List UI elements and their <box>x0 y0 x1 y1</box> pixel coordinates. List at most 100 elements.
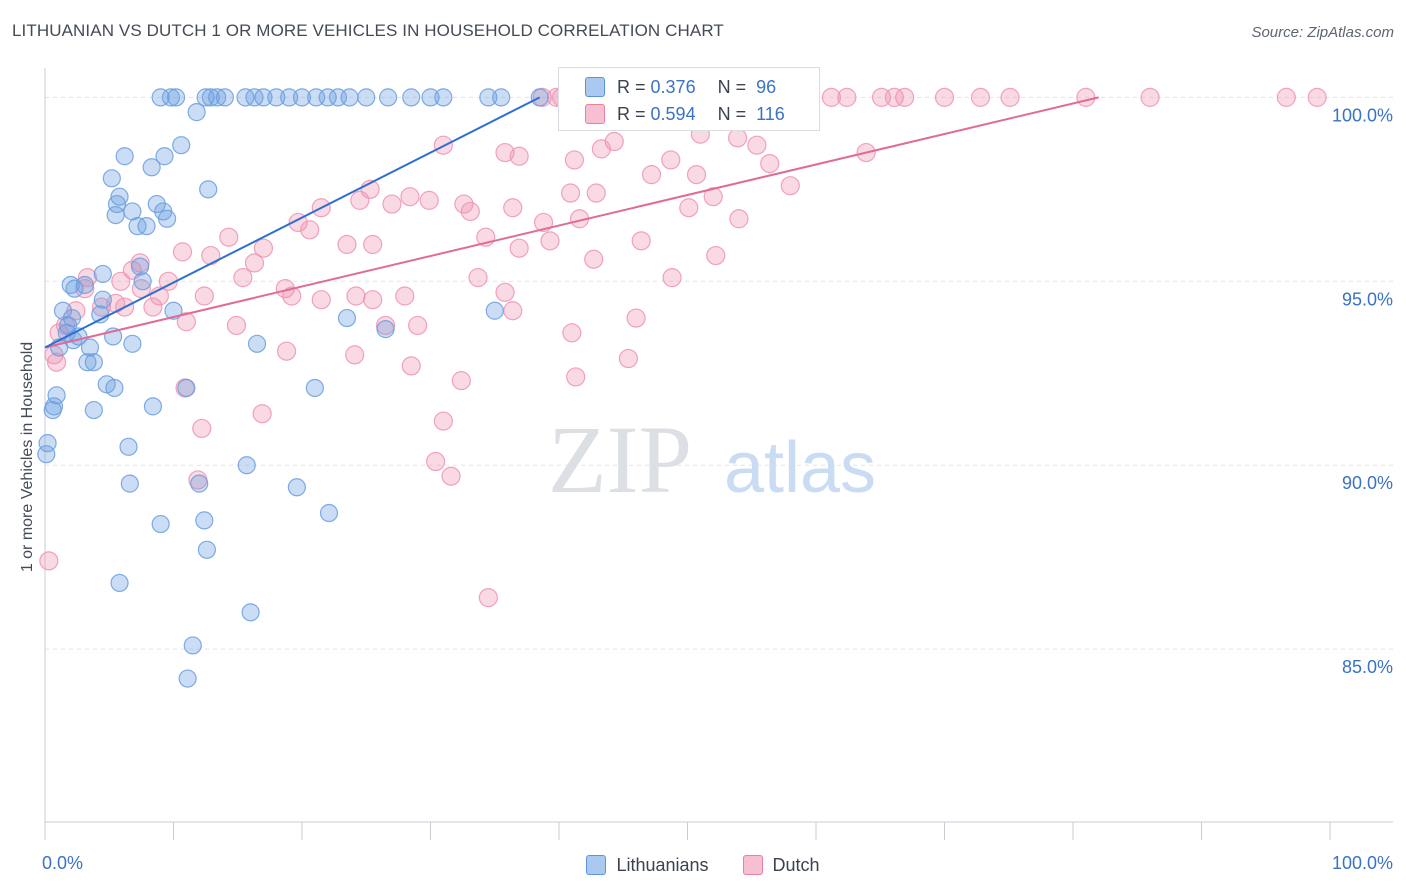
data-point <box>143 397 163 416</box>
data-point <box>208 88 227 107</box>
data-point <box>451 371 471 391</box>
data-point <box>192 418 212 439</box>
data-point <box>244 253 265 273</box>
data-point <box>895 87 915 107</box>
legend-n-label: N = <box>717 103 747 124</box>
data-point <box>454 194 474 214</box>
data-point <box>662 268 682 288</box>
data-point <box>77 268 98 288</box>
data-point <box>65 279 84 298</box>
data-point <box>728 128 748 148</box>
data-point <box>378 88 398 107</box>
legend-r-label: R = <box>617 76 646 97</box>
data-point <box>280 88 299 107</box>
data-point <box>479 88 498 107</box>
data-point <box>426 451 446 472</box>
data-point <box>503 198 523 218</box>
data-point <box>93 290 112 309</box>
data-point <box>604 131 624 152</box>
legend-r-value-dutch: 0.594 <box>650 103 696 124</box>
data-point <box>1140 87 1160 107</box>
data-point <box>233 268 253 288</box>
data-point <box>357 88 376 107</box>
data-point <box>626 308 646 328</box>
data-point <box>201 245 221 266</box>
data-point <box>111 271 131 291</box>
data-point <box>172 242 193 262</box>
data-point <box>47 386 66 405</box>
data-point <box>631 231 651 251</box>
data-point <box>151 514 170 534</box>
data-point <box>837 87 857 107</box>
data-point <box>402 88 421 107</box>
data-point <box>1276 87 1296 107</box>
data-point <box>84 353 103 372</box>
y-axis-label: 1 or more Vehicles in Household <box>19 341 36 573</box>
data-point <box>75 275 94 295</box>
data-point <box>375 315 396 336</box>
data-point <box>564 150 585 170</box>
data-point <box>433 411 453 431</box>
data-point <box>151 88 170 107</box>
data-point <box>586 183 606 203</box>
data-point <box>346 286 366 306</box>
data-point <box>401 356 421 376</box>
trend-line-lithuanians <box>44 96 541 349</box>
data-point <box>50 338 69 357</box>
data-point <box>934 87 955 107</box>
data-point <box>190 474 209 493</box>
data-point <box>75 279 95 299</box>
data-point <box>434 88 453 107</box>
data-point <box>703 187 723 207</box>
data-point <box>267 88 286 107</box>
series-legend-lithuanians[interactable]: Lithuanians <box>586 855 709 876</box>
data-point <box>305 378 324 398</box>
series-legend-dutch[interactable]: Dutch <box>742 854 820 876</box>
data-point <box>157 209 177 228</box>
data-point <box>84 400 103 420</box>
legend-swatch-lithuanians <box>585 77 605 97</box>
series-swatch-lithuanians <box>586 855 607 875</box>
data-point <box>760 153 780 174</box>
data-point <box>254 88 273 107</box>
data-point <box>187 103 206 122</box>
data-point <box>183 636 202 655</box>
data-point <box>706 245 726 266</box>
data-point <box>376 320 395 339</box>
data-point <box>540 231 560 251</box>
data-point <box>78 353 97 372</box>
legend-n-value-lithuanians: 96 <box>756 76 777 97</box>
data-point <box>176 312 196 332</box>
data-point <box>195 511 214 530</box>
data-point <box>102 169 121 188</box>
source-credit: Source: ZipAtlas.com <box>1251 24 1394 41</box>
series-label-dutch: Dutch <box>772 854 820 875</box>
data-point <box>133 272 152 291</box>
watermark: ZIP atlas <box>548 406 876 513</box>
data-point <box>292 88 312 107</box>
x-tick-label-min: 0.0% <box>42 853 83 873</box>
data-point <box>80 338 100 357</box>
legend-r-value-lithuanians: 0.376 <box>650 76 696 97</box>
data-point <box>641 165 662 185</box>
data-point <box>37 445 56 464</box>
y-tick-label: 85.0% <box>1342 657 1393 677</box>
data-point <box>237 456 256 475</box>
data-point <box>495 282 515 302</box>
data-point <box>161 88 181 107</box>
correlation-legend: R = 0.376 N = 96 R = 0.594 N = 116 <box>558 67 820 131</box>
data-point <box>226 315 247 336</box>
data-point <box>142 158 161 177</box>
data-point <box>821 87 842 107</box>
data-point <box>337 234 357 255</box>
data-point <box>337 308 357 328</box>
data-point <box>562 323 582 343</box>
data-point <box>492 88 511 107</box>
data-point <box>747 135 767 155</box>
data-point <box>199 180 218 199</box>
data-point <box>441 466 461 486</box>
data-point <box>201 88 220 107</box>
legend-row-lithuanians: R = 0.376 N = 96 <box>585 75 776 99</box>
series-legend: Lithuanians Dutch <box>0 852 1406 878</box>
